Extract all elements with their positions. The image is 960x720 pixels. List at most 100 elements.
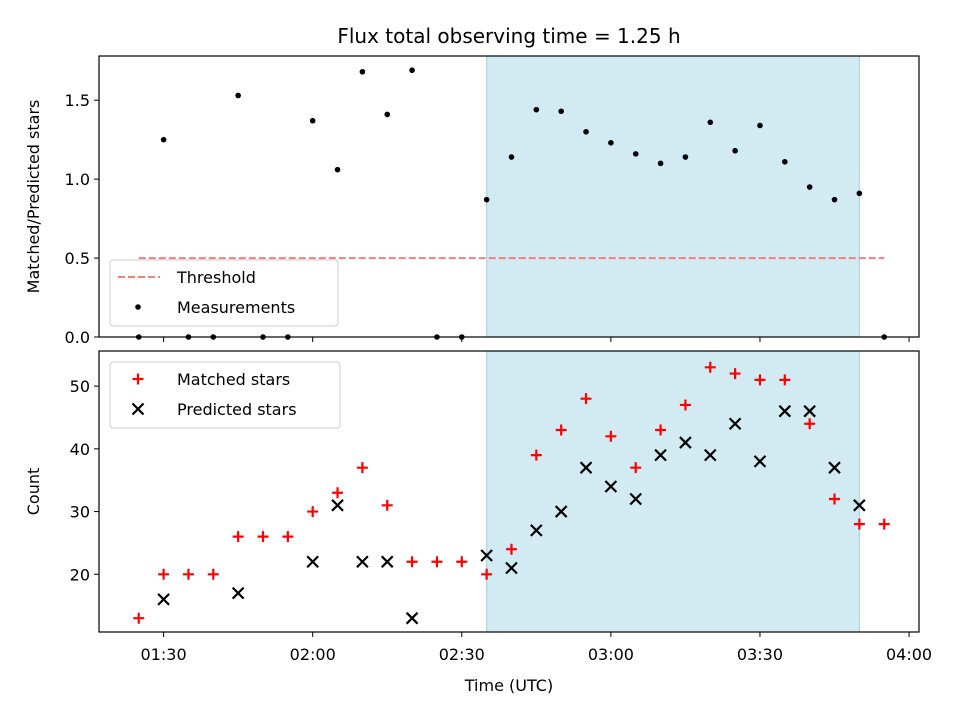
predicted-stars-point: [604, 480, 618, 493]
matched-stars-point: [729, 368, 741, 380]
plot-frame: [98, 55, 920, 338]
measurements-point: [483, 196, 490, 203]
y-tick-label: 40: [70, 440, 90, 459]
measurements-point: [757, 122, 763, 129]
legend-box: [109, 259, 339, 327]
predicted-stars-point: [380, 555, 394, 569]
matched-stars-point: [655, 424, 667, 436]
legend-predicted-swatch: [131, 402, 145, 416]
x-tick-label: 04:00: [886, 645, 932, 664]
matched-stars-point: [158, 568, 170, 580]
predicted-stars-point: [679, 436, 692, 449]
matched-stars-point: [878, 518, 890, 530]
measurements-point: [782, 158, 788, 165]
measurements-point: [334, 166, 341, 173]
measurements-point: [608, 140, 614, 146]
predicted-stars-point: [629, 492, 643, 506]
matched-stars-point: [332, 487, 344, 499]
predicted-stars-point: [530, 524, 543, 537]
measurements-point: [309, 117, 316, 124]
bottom-panel: 20 30 40 50 01:30 02:00 02:30 03:00 03:30 04:00 Co…: [24, 350, 932, 664]
y-tick-label: 0.5: [65, 249, 90, 268]
matched-stars-point: [580, 393, 592, 405]
legend: Matched stars Predicted stars: [109, 361, 341, 429]
legend-label: Matched stars: [177, 370, 290, 389]
matched-stars-point: [555, 424, 567, 436]
measurements-point: [657, 160, 664, 167]
legend-label: Predicted stars: [177, 400, 297, 419]
measurements-point: [732, 147, 738, 154]
predicted-stars-point: [306, 555, 319, 569]
measurements-point: [235, 92, 241, 99]
x-axis-label: Time (UTC): [464, 676, 553, 695]
matched-stars-point: [232, 531, 244, 543]
plot-frame: [98, 350, 920, 633]
y-tick-label: 20: [70, 565, 90, 584]
predicted-stars-point: [356, 555, 369, 569]
measurements-point: [160, 136, 167, 143]
x-tick-label: 01:30: [141, 645, 187, 664]
matched-stars-point: [406, 556, 418, 568]
measurements-point: [508, 154, 515, 160]
predicted-stars-point: [157, 593, 170, 606]
predicted-stars-point: [654, 448, 667, 462]
predicted-stars-point: [853, 499, 866, 512]
matched-stars-point: [307, 506, 319, 518]
x-tick-label: 03:00: [588, 645, 634, 664]
matched-stars-point: [605, 430, 617, 442]
matched-stars-point: [679, 399, 691, 411]
measurements-point: [533, 106, 540, 113]
y-axis-label: Count: [24, 468, 43, 516]
matched-stars-point: [804, 418, 816, 430]
predicted-stars-point: [480, 549, 493, 562]
predicted-stars-point: [405, 611, 419, 625]
predicted-stars-point: [505, 561, 518, 575]
legend-matched-swatch: [132, 373, 144, 385]
matched-stars-point: [481, 568, 493, 580]
predicted-stars-point: [703, 448, 717, 462]
matched-stars-point: [257, 531, 269, 543]
x-tick-label: 02:30: [439, 645, 485, 664]
measurements-point: [707, 119, 714, 126]
y-tick-label: 1.5: [65, 91, 90, 110]
y-tick-label: 30: [70, 503, 90, 522]
measurements-point: [806, 184, 813, 190]
predicted-stars-point: [579, 461, 593, 474]
matched-stars-point: [431, 556, 443, 568]
matched-stars-point: [530, 449, 542, 461]
matched-stars-point: [456, 556, 468, 568]
observing-window-span: [486, 56, 860, 337]
measurements-point: [831, 196, 838, 203]
measurements-point: [384, 111, 391, 118]
measurements-point: [558, 108, 564, 115]
matched-stars-point: [182, 568, 194, 580]
measurements-point: [409, 67, 415, 74]
legend-measurements-swatch: [135, 304, 141, 310]
y-axis-label: Matched/Predicted stars: [24, 100, 43, 294]
predicted-stars-point: [828, 461, 841, 474]
measurements-point: [856, 190, 863, 197]
top-panel: 0.0 0.5 1.0 1.5 Matched/Predicted stars Thres…: [24, 55, 920, 347]
x-tick-label: 02:00: [290, 645, 336, 664]
y-tick-label: 1.0: [65, 170, 90, 189]
matched-stars-point: [704, 361, 716, 373]
legend: Threshold Measurements: [109, 259, 339, 327]
predicted-stars-point: [331, 499, 344, 512]
y-tick-label: 50: [70, 377, 90, 396]
matched-stars-point: [133, 612, 145, 624]
measurements-point: [583, 128, 589, 135]
predicted-stars-point: [728, 417, 742, 431]
legend-box: [109, 361, 341, 429]
matched-stars-point: [853, 518, 865, 530]
measurements-point: [359, 68, 366, 75]
matched-stars-point: [381, 499, 393, 511]
matched-stars-point: [356, 462, 368, 474]
measurements-point: [682, 154, 689, 160]
matched-stars-point: [779, 374, 791, 386]
predicted-stars-point: [803, 404, 816, 418]
legend-label: Measurements: [177, 298, 295, 317]
matched-stars-point: [630, 462, 642, 474]
legend-label: Threshold: [176, 268, 256, 287]
matched-stars-point: [754, 374, 766, 386]
